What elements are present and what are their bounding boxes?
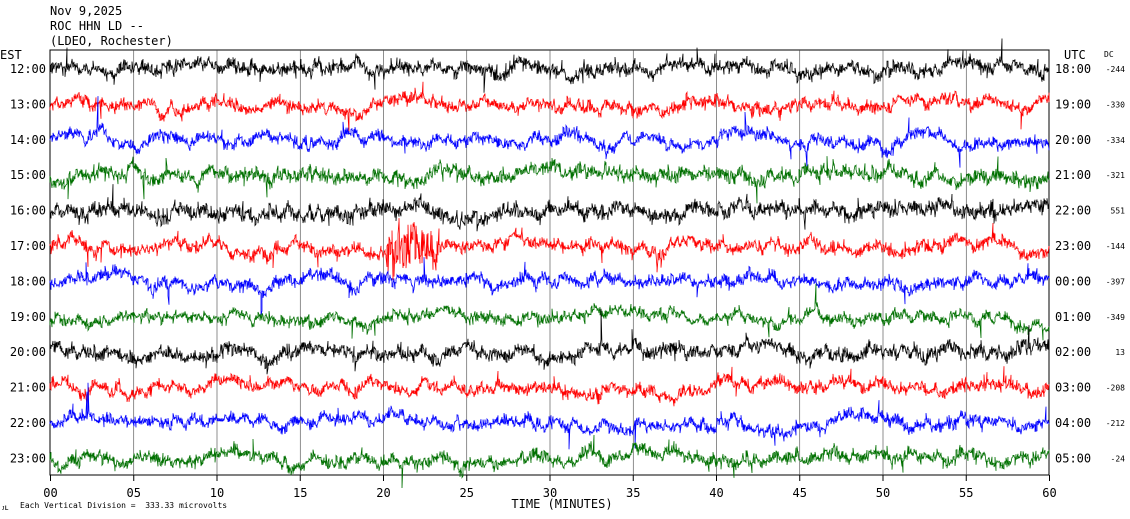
seismic-trace	[49, 184, 1050, 232]
x-tick-label: 60	[1042, 486, 1056, 500]
utc-hour-label: 00:00	[1055, 274, 1091, 288]
x-tick-label: 10	[210, 486, 224, 500]
dc-offset-label: 551	[1111, 207, 1126, 216]
utc-hour-label: 23:00	[1055, 239, 1091, 253]
grid-layer	[49, 49, 1050, 481]
utc-hour-label: 18:00	[1055, 62, 1091, 76]
est-hour-label: 22:00	[10, 416, 46, 430]
scale-note: Each Vertical Division = 333.33 microvol…	[20, 501, 228, 510]
dc-offset-label: -144	[1106, 242, 1125, 251]
est-hour-label: 16:00	[10, 204, 46, 218]
plot-frame	[49, 49, 1050, 476]
est-hour-label: 21:00	[10, 381, 46, 395]
est-hour-label: 19:00	[10, 310, 46, 324]
dc-offset-label: -24	[1111, 454, 1126, 463]
dc-offset-label: -321	[1106, 171, 1125, 180]
est-hour-label: 20:00	[10, 345, 46, 359]
dc-label: DC	[1104, 50, 1114, 59]
utc-axis-label: UTC	[1064, 48, 1086, 62]
x-tick-label: 20	[376, 486, 390, 500]
est-hour-label: 17:00	[10, 239, 46, 253]
est-hour-label: 23:00	[10, 451, 46, 465]
utc-hour-label: 22:00	[1055, 204, 1091, 218]
dc-offset-label: -334	[1106, 136, 1125, 145]
est-hour-label: 18:00	[10, 274, 46, 288]
dc-offset-label: -244	[1106, 65, 1125, 74]
x-tick-label: 55	[959, 486, 973, 500]
est-axis-label: EST	[0, 48, 22, 62]
dc-offset-label: -349	[1106, 313, 1125, 322]
est-hour-label: 15:00	[10, 168, 46, 182]
x-tick-label: 35	[626, 486, 640, 500]
label-layer: 00 05 10 15 20 25 30 35 40 45 50 55 60 EST UTC DC TIME (…	[0, 48, 1125, 511]
utc-hour-label: 20:00	[1055, 133, 1091, 147]
utc-hour-label: 04:00	[1055, 416, 1091, 430]
dc-offset-label: -208	[1106, 384, 1125, 393]
est-hour-label: 12:00	[10, 62, 46, 76]
record-date: Nov 9,2025	[50, 4, 123, 18]
x-tick-label: 50	[876, 486, 890, 500]
seismic-trace	[49, 434, 1050, 489]
seismic-trace	[49, 81, 1050, 134]
dc-offset-label: 13	[1115, 348, 1125, 357]
x-tick-label: 40	[709, 486, 723, 500]
utc-hour-label: 03:00	[1055, 381, 1091, 395]
seismic-trace	[49, 283, 1050, 341]
est-hour-label: 13:00	[10, 97, 46, 111]
utc-hour-label: 02:00	[1055, 345, 1091, 359]
seismic-trace	[49, 38, 1050, 93]
x-tick-label: 25	[460, 486, 474, 500]
est-hour-label: 14:00	[10, 133, 46, 147]
utc-hour-label: 21:00	[1055, 168, 1091, 182]
seismic-trace	[49, 257, 1050, 316]
trace-layer	[49, 38, 1050, 489]
seismic-trace	[49, 218, 1050, 281]
seismic-trace	[49, 382, 1050, 450]
network-name: (LDEO, Rochester)	[50, 34, 173, 48]
dc-offset-label: -330	[1106, 100, 1125, 109]
seismic-trace	[49, 308, 1050, 375]
footer-mark: ᴊʟ	[2, 503, 10, 512]
seismic-trace	[49, 96, 1050, 168]
station-code: ROC HHN LD --	[50, 19, 144, 33]
x-axis-title: TIME (MINUTES)	[511, 497, 612, 511]
utc-hour-label: 05:00	[1055, 451, 1091, 465]
seismic-trace	[49, 156, 1050, 204]
dc-offset-label: -212	[1106, 419, 1125, 428]
x-tick-label: 30	[543, 486, 557, 500]
x-tick-label: 45	[793, 486, 807, 500]
utc-hour-label: 01:00	[1055, 310, 1091, 324]
x-tick-label: 00	[43, 486, 57, 500]
seismic-trace	[49, 366, 1050, 407]
x-tick-label: 15	[293, 486, 307, 500]
x-tick-label: 05	[127, 486, 141, 500]
utc-hour-label: 19:00	[1055, 97, 1091, 111]
dc-offset-label: -397	[1106, 277, 1125, 286]
